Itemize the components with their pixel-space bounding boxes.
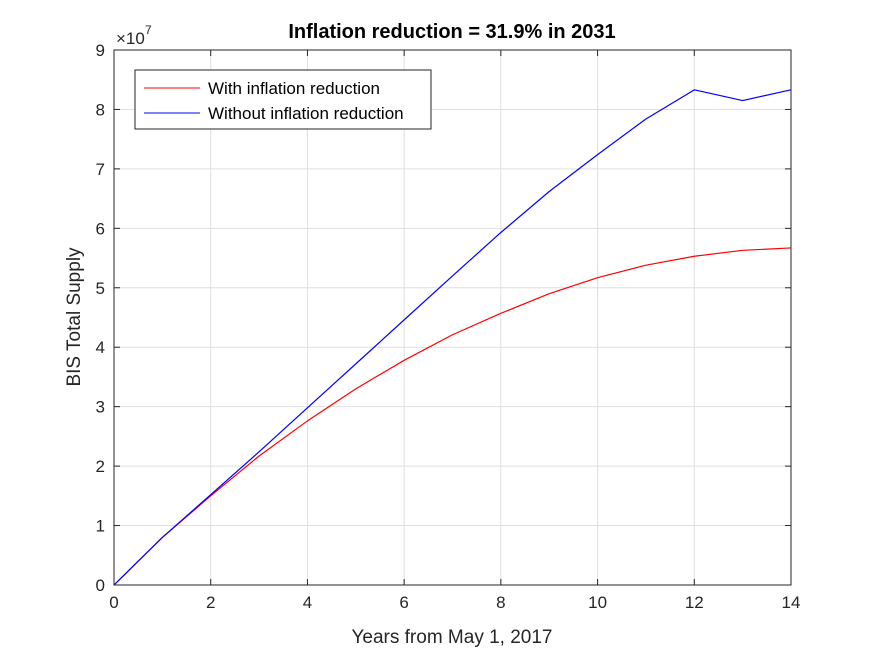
x-tick-label: 12 [685, 593, 704, 612]
series-line-without-reduction [113, 89, 792, 586]
y-exponent-power: 7 [145, 23, 152, 37]
legend-box [134, 69, 432, 130]
y-tick-label: 2 [96, 457, 105, 476]
y-tick-label: 0 [96, 576, 105, 595]
series-line-with-reduction [113, 247, 792, 586]
y-tick-label: 9 [96, 41, 105, 60]
plot-area [114, 50, 791, 585]
x-tick-label: 10 [588, 593, 607, 612]
legend-entry-without-reduction: Without inflation reduction [208, 104, 404, 123]
legend: With inflation reduction Without inflati… [134, 69, 432, 130]
y-axis-label: BIS Total Supply [64, 247, 85, 387]
y-tick-label: 8 [96, 100, 105, 119]
grid-lines [114, 50, 791, 585]
y-tick-label: 4 [96, 338, 105, 357]
x-tick-label: 14 [782, 593, 801, 612]
x-axis-label: Years from May 1, 2017 [351, 627, 552, 648]
series-lines [113, 89, 792, 586]
y-exponent-base: ×10 [116, 29, 145, 48]
x-tick-label: 4 [303, 593, 312, 612]
x-tick-label: 8 [496, 593, 505, 612]
y-tick-label: 7 [96, 160, 105, 179]
axes [113, 49, 792, 586]
y-tick-label: 3 [96, 398, 105, 417]
y-tick-label: 6 [96, 219, 105, 238]
x-tick-label: 2 [206, 593, 215, 612]
y-tick-label: 1 [96, 517, 105, 536]
x-tick-label: 6 [399, 593, 408, 612]
axes-box [113, 49, 792, 586]
x-tick-label: 0 [109, 593, 118, 612]
chart-title: Inflation reduction = 31.9% in 2031 [288, 21, 615, 43]
legend-entry-with-reduction: With inflation reduction [208, 79, 380, 98]
y-tick-label: 5 [96, 279, 105, 298]
